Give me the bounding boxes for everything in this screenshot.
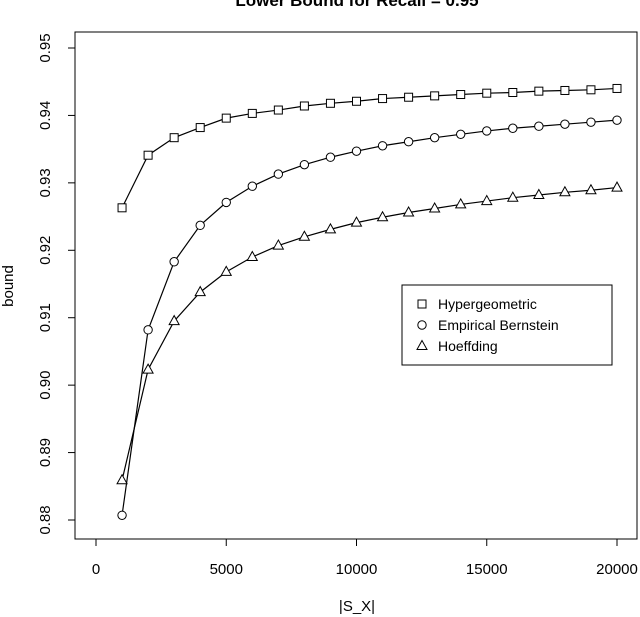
data-point-empirical-bernstein [456,129,466,140]
y-tick-label: 0.90 [37,371,54,400]
data-point-hoeffding [585,183,597,195]
legend-label-hoeffding: Hoeffding [438,338,498,354]
x-tick-label: 5000 [210,561,243,578]
y-tick-label: 0.91 [37,303,54,332]
data-point-hoeffding [298,230,311,241]
data-point-hoeffding [220,265,233,276]
y-tick-label: 0.93 [37,168,54,197]
y-tick-label: 0.92 [37,236,54,265]
data-point-hypergeometric [273,105,283,115]
data-point-empirical-bernstein [534,121,544,131]
x-axis-label: |S_X| [339,598,375,615]
data-point-empirical-bernstein [429,132,440,143]
y-tick-label: 0.94 [37,101,54,130]
data-point-hoeffding [350,216,363,227]
series-empirical-bernstein [117,115,622,520]
data-point-empirical-bernstein [247,181,258,191]
data-point-empirical-bernstein [586,117,596,127]
data-point-hoeffding [559,185,571,197]
series-hypergeometric [117,83,622,213]
data-point-empirical-bernstein [377,141,388,151]
data-point-hoeffding [454,197,467,209]
legend-label-empirical-bernstein: Empirical Bernstein [438,317,559,333]
data-point-hoeffding [506,191,519,202]
data-point-hoeffding [428,201,441,213]
data-point-empirical-bernstein [325,152,336,162]
data-point-empirical-bernstein [612,115,622,125]
data-point-hypergeometric [325,98,335,108]
data-point-hypergeometric [299,101,309,111]
data-point-hypergeometric [169,133,179,143]
x-tick-label: 20000 [596,561,638,578]
x-axis: 0 5000 10000 15000 20000 [92,539,638,578]
data-point-empirical-bernstein [117,510,127,520]
y-axis-label: bound [0,265,17,307]
data-point-hypergeometric [430,91,440,101]
data-point-hypergeometric [143,150,153,160]
y-tick-label: 0.89 [37,438,54,467]
data-point-hoeffding [402,205,415,217]
data-point-empirical-bernstein [560,119,570,129]
data-point-hoeffding [480,194,493,206]
legend-marker-hypergeometric [417,299,427,309]
data-point-hypergeometric [247,108,257,118]
legend: Hypergeometric Empirical Bernstein Hoeffdi… [401,284,613,366]
series-line-hoeffding [121,186,618,481]
data-point-hypergeometric [378,94,388,104]
data-point-empirical-bernstein [169,257,179,267]
data-point-hypergeometric [404,92,414,102]
data-point-hypergeometric [482,88,492,98]
data-point-hypergeometric [221,113,231,123]
data-point-hoeffding [533,188,545,199]
data-point-empirical-bernstein [143,325,153,335]
data-point-empirical-bernstein [482,126,492,136]
x-tick-label: 10000 [336,561,378,578]
data-point-empirical-bernstein [299,159,310,170]
data-point-empirical-bernstein [195,220,205,231]
chart-title: Lower Bound for Recall = 0.95 [235,0,478,10]
data-point-hoeffding [246,250,259,262]
data-point-hypergeometric [352,96,361,106]
data-point-hoeffding [324,222,337,234]
x-tick-label: 0 [92,561,100,578]
legend-box [401,284,613,366]
data-point-empirical-bernstein [403,137,414,147]
data-point-hoeffding [142,363,154,374]
data-point-empirical-bernstein [351,146,362,156]
data-point-hypergeometric [560,85,570,95]
data-point-hypergeometric [456,90,466,100]
data-point-hypergeometric [534,86,544,96]
data-point-hoeffding [116,473,128,485]
data-point-empirical-bernstein [273,169,284,179]
y-axis: 0.88 0.89 0.90 0.91 0.92 0.93 0.94 0.95 [37,33,75,535]
series-layer [116,83,623,520]
x-tick-label: 15000 [466,561,508,578]
data-point-hypergeometric [117,203,127,213]
data-point-hypergeometric [508,88,518,98]
data-point-hoeffding [376,210,389,222]
legend-marker-hoeffding [416,339,428,350]
data-point-hoeffding [194,285,207,297]
series-hoeffding [116,181,623,485]
data-point-empirical-bernstein [508,123,518,133]
legend-marker-empirical-bernstein [417,320,427,330]
data-point-hoeffding [272,239,285,250]
y-tick-label: 0.88 [37,505,54,534]
data-point-hypergeometric [586,85,596,95]
y-tick-label: 0.95 [37,33,54,62]
data-point-hoeffding [611,181,623,192]
data-point-hypergeometric [195,123,205,133]
data-point-hypergeometric [612,83,622,93]
legend-label-hypergeometric: Hypergeometric [438,296,537,312]
data-point-empirical-bernstein [221,197,231,208]
data-point-hoeffding [168,314,180,326]
